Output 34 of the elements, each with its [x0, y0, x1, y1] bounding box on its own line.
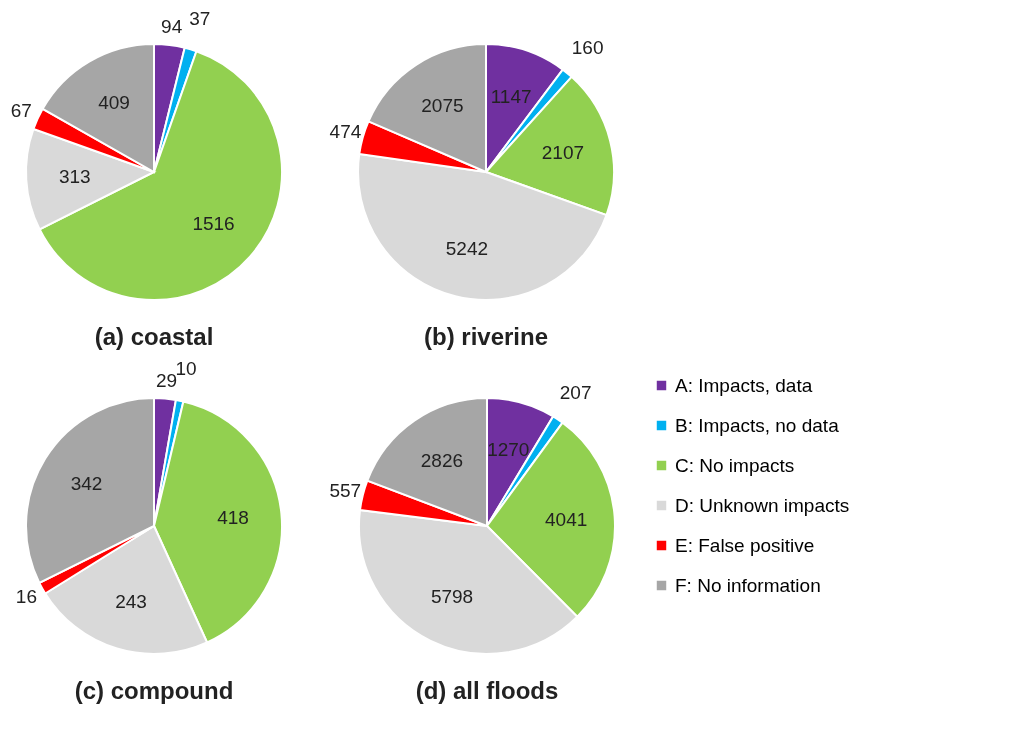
legend-label: A: Impacts, data [675, 374, 813, 396]
data-label: 207 [559, 381, 592, 403]
data-label: 16 [15, 585, 37, 607]
data-label: 474 [329, 121, 362, 143]
data-label: 67 [10, 100, 32, 122]
data-label: 37 [189, 7, 211, 29]
data-label: 1516 [192, 213, 235, 235]
data-label: 1147 [490, 85, 532, 107]
data-label: 557 [329, 479, 362, 501]
data-label: 243 [115, 590, 147, 612]
data-label: 409 [98, 92, 130, 114]
data-label: 1270 [487, 438, 530, 460]
legend-label: E: False positive [675, 534, 815, 556]
data-label: 5242 [445, 238, 489, 260]
data-label: 418 [217, 507, 249, 529]
data-label: 313 [58, 165, 91, 187]
legend-label: C: No impacts [675, 454, 795, 476]
text: (d) all floods [415, 677, 559, 704]
text: (b) riverine [423, 323, 549, 350]
legend-label: F: No information [675, 574, 821, 596]
text: (a) coastal [94, 323, 214, 350]
legend-label: B: Impacts, no data [675, 414, 840, 436]
text: (c) compound [74, 677, 234, 704]
data-label: 10 [175, 358, 197, 380]
data-label: 4041 [544, 508, 588, 530]
data-label: 342 [70, 473, 103, 495]
data-label: 2107 [541, 141, 585, 163]
data-label: 94 [161, 16, 183, 38]
data-label: 2826 [420, 449, 464, 471]
data-label: 2075 [421, 94, 464, 116]
data-label: 5798 [430, 586, 474, 608]
data-label: 29 [155, 369, 178, 391]
legend-label: D: Unknown impacts [675, 494, 850, 516]
data-label: 160 [571, 37, 604, 59]
